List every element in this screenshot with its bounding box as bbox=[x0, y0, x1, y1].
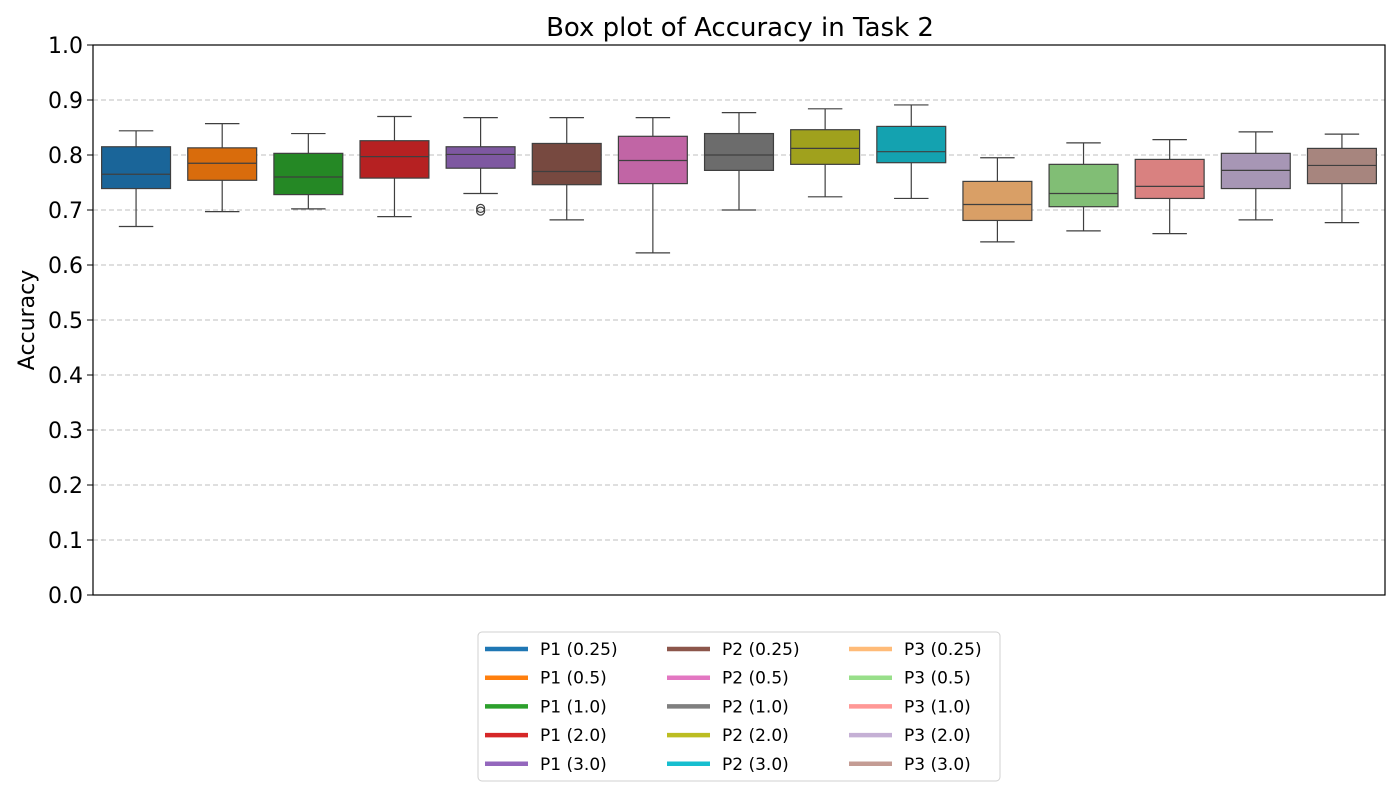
iqr-box bbox=[876, 125, 947, 164]
y-tick-label: 0.9 bbox=[48, 89, 83, 114]
legend-label: P3 (2.0) bbox=[904, 726, 971, 746]
legend: P1 (0.25) P1 (0.5) P1 (1.0) P1 (2.0) P1 (3.0… bbox=[477, 631, 1001, 782]
box-p2-0-5 bbox=[617, 116, 688, 254]
iqr-box bbox=[101, 146, 172, 190]
legend-label: P3 (0.25) bbox=[904, 640, 982, 660]
box-p2-2-0 bbox=[790, 108, 861, 198]
chart-title: Box plot of Accuracy in Task 2 bbox=[546, 13, 934, 43]
y-tick-label: 0.1 bbox=[48, 529, 83, 554]
legend-label: P3 (0.5) bbox=[904, 669, 971, 689]
box-p3-1-0 bbox=[1134, 139, 1205, 235]
outlier-point bbox=[476, 206, 486, 216]
legend-label: P3 (3.0) bbox=[904, 755, 971, 775]
box-p2-1-0 bbox=[703, 112, 775, 211]
legend-frame bbox=[477, 631, 1001, 782]
iqr-box bbox=[273, 152, 344, 196]
y-tick-label: 0.5 bbox=[48, 309, 83, 334]
y-tick-label: 0.3 bbox=[48, 419, 83, 444]
box-p3-2-0 bbox=[1220, 131, 1291, 221]
y-tick-label: 0.7 bbox=[48, 199, 83, 224]
box-p2-0-25 bbox=[531, 116, 602, 221]
y-tick-label: 0.0 bbox=[48, 584, 83, 609]
box-p3-3-0 bbox=[1306, 133, 1377, 224]
iqr-box bbox=[187, 147, 258, 181]
iqr-box bbox=[445, 146, 516, 169]
legend-label: P2 (0.25) bbox=[722, 640, 800, 660]
legend-label: P2 (2.0) bbox=[722, 726, 789, 746]
boxes bbox=[101, 104, 1377, 254]
legend-label: P1 (2.0) bbox=[540, 726, 607, 746]
iqr-box bbox=[790, 129, 861, 165]
box-p3-0-25 bbox=[962, 157, 1033, 243]
plot-area-frame bbox=[92, 44, 1386, 596]
box-p1-0-5 bbox=[187, 123, 258, 213]
box-p1-1-0 bbox=[273, 132, 344, 210]
y-tick-label: 0.6 bbox=[48, 254, 83, 279]
y-axis-label: Accuracy bbox=[15, 270, 40, 370]
box-p1-0-25 bbox=[101, 130, 172, 228]
legend-label: P2 (1.0) bbox=[722, 697, 789, 717]
legend-label: P1 (1.0) bbox=[540, 697, 607, 717]
y-tick-label: 0.4 bbox=[48, 364, 83, 389]
iqr-box bbox=[531, 142, 602, 186]
iqr-box bbox=[1134, 158, 1205, 200]
iqr-box bbox=[1048, 163, 1119, 208]
box-p1-2-0 bbox=[359, 115, 430, 218]
legend-label: P1 (0.25) bbox=[540, 640, 618, 660]
y-tick-label: 0.2 bbox=[48, 474, 83, 499]
box-p3-0-5 bbox=[1048, 142, 1119, 232]
legend-label: P3 (1.0) bbox=[904, 697, 971, 717]
box-p1-3-0 bbox=[445, 116, 516, 216]
y-axis-ticks: 0.0 0.1 0.2 0.3 0.4 0.5 0.6 0.7 0.8 0.9 1.0 bbox=[48, 34, 93, 609]
legend-label: P1 (3.0) bbox=[540, 755, 607, 775]
iqr-box bbox=[359, 140, 430, 179]
iqr-box bbox=[962, 180, 1033, 222]
iqr-box bbox=[703, 132, 775, 172]
outlier-point bbox=[476, 203, 486, 213]
legend-label: P1 (0.5) bbox=[540, 669, 607, 689]
y-tick-label: 1.0 bbox=[48, 34, 83, 59]
y-tick-label: 0.8 bbox=[48, 144, 83, 169]
legend-label: P2 (0.5) bbox=[722, 669, 789, 689]
box-p2-3-0 bbox=[876, 104, 947, 200]
legend-label: P2 (3.0) bbox=[722, 755, 789, 775]
